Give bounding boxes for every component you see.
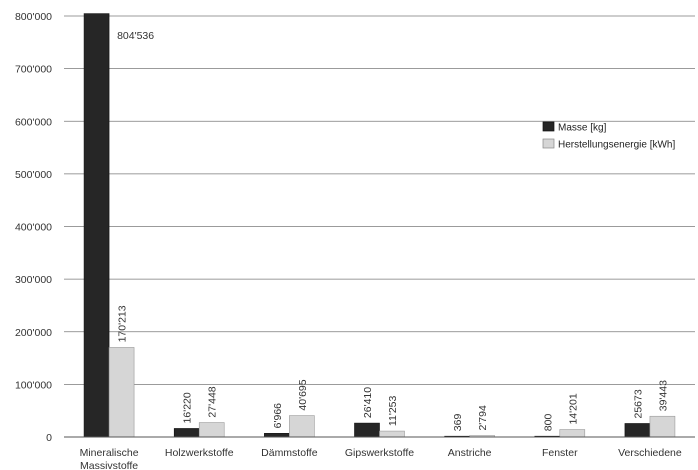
bar-masse — [354, 422, 380, 438]
legend-swatch — [542, 138, 555, 149]
bar-energie — [379, 430, 405, 438]
bars — [83, 13, 676, 438]
bar-energie — [198, 422, 225, 438]
y-tick-label: 400'000 — [15, 222, 52, 234]
bar-masse — [173, 428, 200, 438]
data-label: 27'448 — [207, 386, 219, 417]
data-label: 39'443 — [657, 380, 669, 411]
y-tick-label: 100'000 — [15, 379, 52, 391]
data-label: 14'201 — [567, 393, 579, 424]
legend-swatch — [542, 121, 555, 132]
data-label: 16'220 — [182, 392, 194, 423]
y-tick-label: 300'000 — [15, 274, 52, 286]
category-label: Anstriche — [448, 447, 492, 459]
y-tick-label: 600'000 — [15, 116, 52, 128]
category-label: Fenster — [542, 447, 578, 459]
y-axis-ticks: 0 100'000 200'000 300'000 400'000 500'000 600'… — [15, 11, 52, 444]
bar-energie — [649, 415, 676, 438]
data-label: 25673 — [632, 389, 644, 418]
data-label: 170'213 — [117, 305, 129, 342]
bar-masse — [264, 433, 290, 438]
data-label: 26'410 — [362, 387, 374, 418]
category-label: Dämmstoffe — [261, 447, 318, 459]
data-label: 11'253 — [387, 395, 399, 426]
data-label: 800 — [542, 414, 554, 432]
data-label: 804'536 — [117, 30, 154, 42]
bar-energie — [559, 429, 586, 438]
gridlines — [64, 15, 695, 385]
category-label: Verschiedene — [618, 447, 682, 459]
category-label: Gipswerkstoffe — [345, 447, 414, 459]
y-tick-label: 200'000 — [15, 327, 52, 339]
data-label: 6'966 — [272, 403, 284, 429]
category-label: Massivstoffe — [80, 460, 138, 470]
y-tick-label: 500'000 — [15, 169, 52, 181]
y-tick-label: 0 — [46, 432, 52, 444]
data-label: 369 — [452, 414, 464, 432]
data-label: 40'695 — [297, 379, 309, 410]
bar-masse — [83, 13, 110, 438]
data-labels: 804'536 170'213 16'220 27'448 6'966 40'695 26'… — [117, 30, 670, 431]
legend-label: Herstellungsenergie [kWh] — [558, 140, 675, 151]
legend: Masse [kg] Herstellungsenergie [kWh] — [542, 121, 675, 151]
y-tick-label: 700'000 — [15, 64, 52, 76]
legend-label: Masse [kg] — [558, 123, 607, 134]
data-label: 2'794 — [477, 405, 489, 431]
bar-energie — [289, 415, 315, 438]
bar-energie — [108, 347, 135, 438]
y-tick-label: 800'000 — [15, 11, 52, 23]
category-label: Mineralische — [80, 447, 139, 459]
bar-masse — [624, 423, 651, 438]
category-label: Holzwerkstoffe — [165, 447, 234, 459]
